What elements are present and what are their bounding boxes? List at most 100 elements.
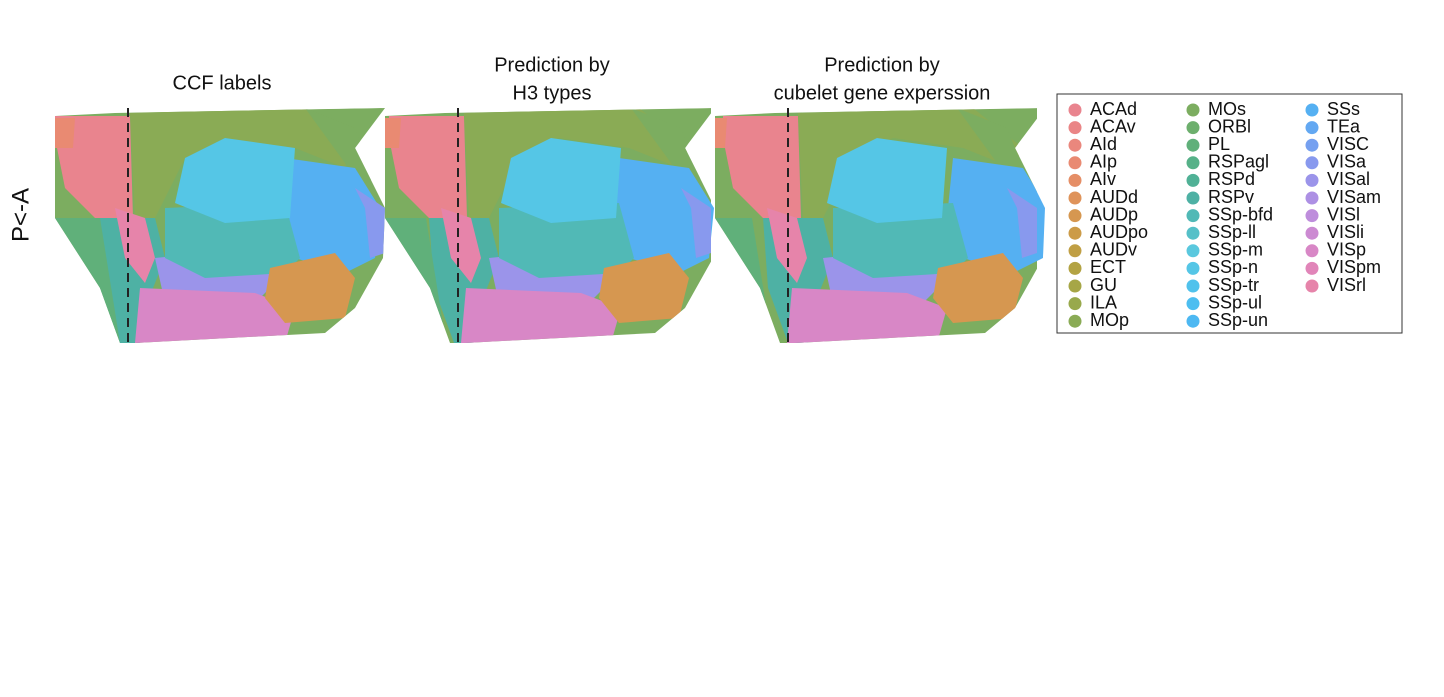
legend-label: AUDpo bbox=[1090, 222, 1148, 242]
region bbox=[429, 218, 499, 343]
legend-swatch bbox=[1068, 279, 1082, 293]
legend-label: VISrl bbox=[1327, 275, 1366, 295]
legend-label: AUDp bbox=[1090, 204, 1138, 224]
region bbox=[280, 158, 380, 273]
legend-swatch bbox=[1186, 173, 1200, 187]
legend-swatch bbox=[1186, 191, 1200, 205]
legend-label: MOs bbox=[1208, 99, 1246, 119]
legend-swatch bbox=[1068, 138, 1082, 152]
region bbox=[55, 118, 75, 148]
region bbox=[175, 138, 295, 223]
legend-label: ACAd bbox=[1090, 99, 1137, 119]
region bbox=[723, 116, 801, 218]
region bbox=[614, 158, 714, 273]
legend-swatch bbox=[1305, 138, 1319, 152]
region bbox=[115, 208, 155, 283]
legend-label: GU bbox=[1090, 275, 1117, 295]
region bbox=[827, 138, 947, 223]
legend-label: ECT bbox=[1090, 257, 1126, 277]
panel-title: Prediction by bbox=[824, 54, 940, 76]
legend-label: AId bbox=[1090, 134, 1117, 154]
legend-label: RSPd bbox=[1208, 169, 1255, 189]
panel-title: H3 types bbox=[513, 82, 592, 104]
region bbox=[389, 116, 467, 218]
legend-swatch bbox=[1305, 226, 1319, 240]
legend-swatch bbox=[1186, 209, 1200, 223]
legend-swatch bbox=[1068, 156, 1082, 170]
region bbox=[715, 118, 727, 148]
region bbox=[265, 253, 355, 323]
legend-swatch bbox=[1305, 279, 1319, 293]
region bbox=[130, 108, 355, 218]
legend-swatch bbox=[1186, 156, 1200, 170]
panel-title: CCF labels bbox=[173, 72, 272, 94]
legend-swatch bbox=[1068, 209, 1082, 223]
legend-swatch bbox=[1068, 261, 1082, 275]
region bbox=[833, 203, 968, 278]
region bbox=[461, 288, 621, 343]
region bbox=[787, 288, 947, 343]
legend-label: TEa bbox=[1327, 116, 1361, 136]
legend-swatch bbox=[1305, 121, 1319, 135]
legend-label: VISam bbox=[1327, 187, 1381, 207]
legend-box bbox=[1056, 93, 1403, 334]
legend-swatch bbox=[1068, 244, 1082, 258]
legend-swatch bbox=[1068, 297, 1082, 311]
legend-swatch bbox=[1068, 314, 1082, 328]
region bbox=[305, 108, 375, 188]
legend-label: ORBl bbox=[1208, 116, 1251, 136]
legend-label: AUDd bbox=[1090, 187, 1138, 207]
legend-swatch bbox=[1186, 103, 1200, 117]
legend-swatch bbox=[1186, 244, 1200, 258]
legend-swatch bbox=[1186, 279, 1200, 293]
legend-label: SSp-n bbox=[1208, 257, 1258, 277]
panel-title: Prediction by bbox=[494, 54, 610, 76]
legend-swatch bbox=[1068, 226, 1082, 240]
region-map bbox=[55, 108, 385, 343]
legend-label: ILA bbox=[1090, 292, 1117, 312]
legend-swatch bbox=[1186, 226, 1200, 240]
legend-label: VISC bbox=[1327, 134, 1369, 154]
legend-swatch bbox=[1186, 261, 1200, 275]
legend-swatch bbox=[1068, 121, 1082, 135]
region bbox=[55, 116, 133, 218]
legend-label: RSPagl bbox=[1208, 152, 1269, 172]
region bbox=[165, 203, 300, 278]
legend-label: SSp-bfd bbox=[1208, 204, 1273, 224]
legend-swatch bbox=[1186, 138, 1200, 152]
legend-label: VISl bbox=[1327, 204, 1360, 224]
region bbox=[681, 188, 711, 258]
legend-swatch bbox=[1068, 103, 1082, 117]
region-map bbox=[385, 108, 714, 343]
legend-label: VISa bbox=[1327, 152, 1367, 172]
legend-label: SSp-ul bbox=[1208, 292, 1262, 312]
legend-label: VISp bbox=[1327, 240, 1366, 260]
legend-label: PL bbox=[1208, 134, 1230, 154]
legend-swatch bbox=[1068, 173, 1082, 187]
legend-label: VISpm bbox=[1327, 257, 1381, 277]
legend-label: VISal bbox=[1327, 169, 1370, 189]
region bbox=[355, 188, 385, 258]
legend-label: VISli bbox=[1327, 222, 1364, 242]
legend-label: RSPv bbox=[1208, 187, 1254, 207]
y-label: P<-A bbox=[7, 188, 34, 242]
region-map bbox=[715, 108, 1045, 343]
legend-swatch bbox=[1068, 191, 1082, 205]
legend-swatch bbox=[1305, 156, 1319, 170]
panel-title: cubelet gene experssion bbox=[774, 82, 991, 104]
legend-label: SSp-un bbox=[1208, 310, 1268, 330]
legend-label: ACAv bbox=[1090, 116, 1136, 136]
region bbox=[135, 288, 295, 343]
legend-label: SSp-m bbox=[1208, 240, 1263, 260]
region bbox=[464, 108, 689, 218]
legend-swatch bbox=[1305, 103, 1319, 117]
legend-swatch bbox=[1305, 173, 1319, 187]
legend-swatch bbox=[1305, 261, 1319, 275]
legend-swatch bbox=[1305, 244, 1319, 258]
region bbox=[599, 253, 689, 323]
legend-label: AIp bbox=[1090, 152, 1117, 172]
region bbox=[1007, 188, 1037, 258]
legend-label: AUDv bbox=[1090, 240, 1137, 260]
legend-swatch bbox=[1305, 191, 1319, 205]
